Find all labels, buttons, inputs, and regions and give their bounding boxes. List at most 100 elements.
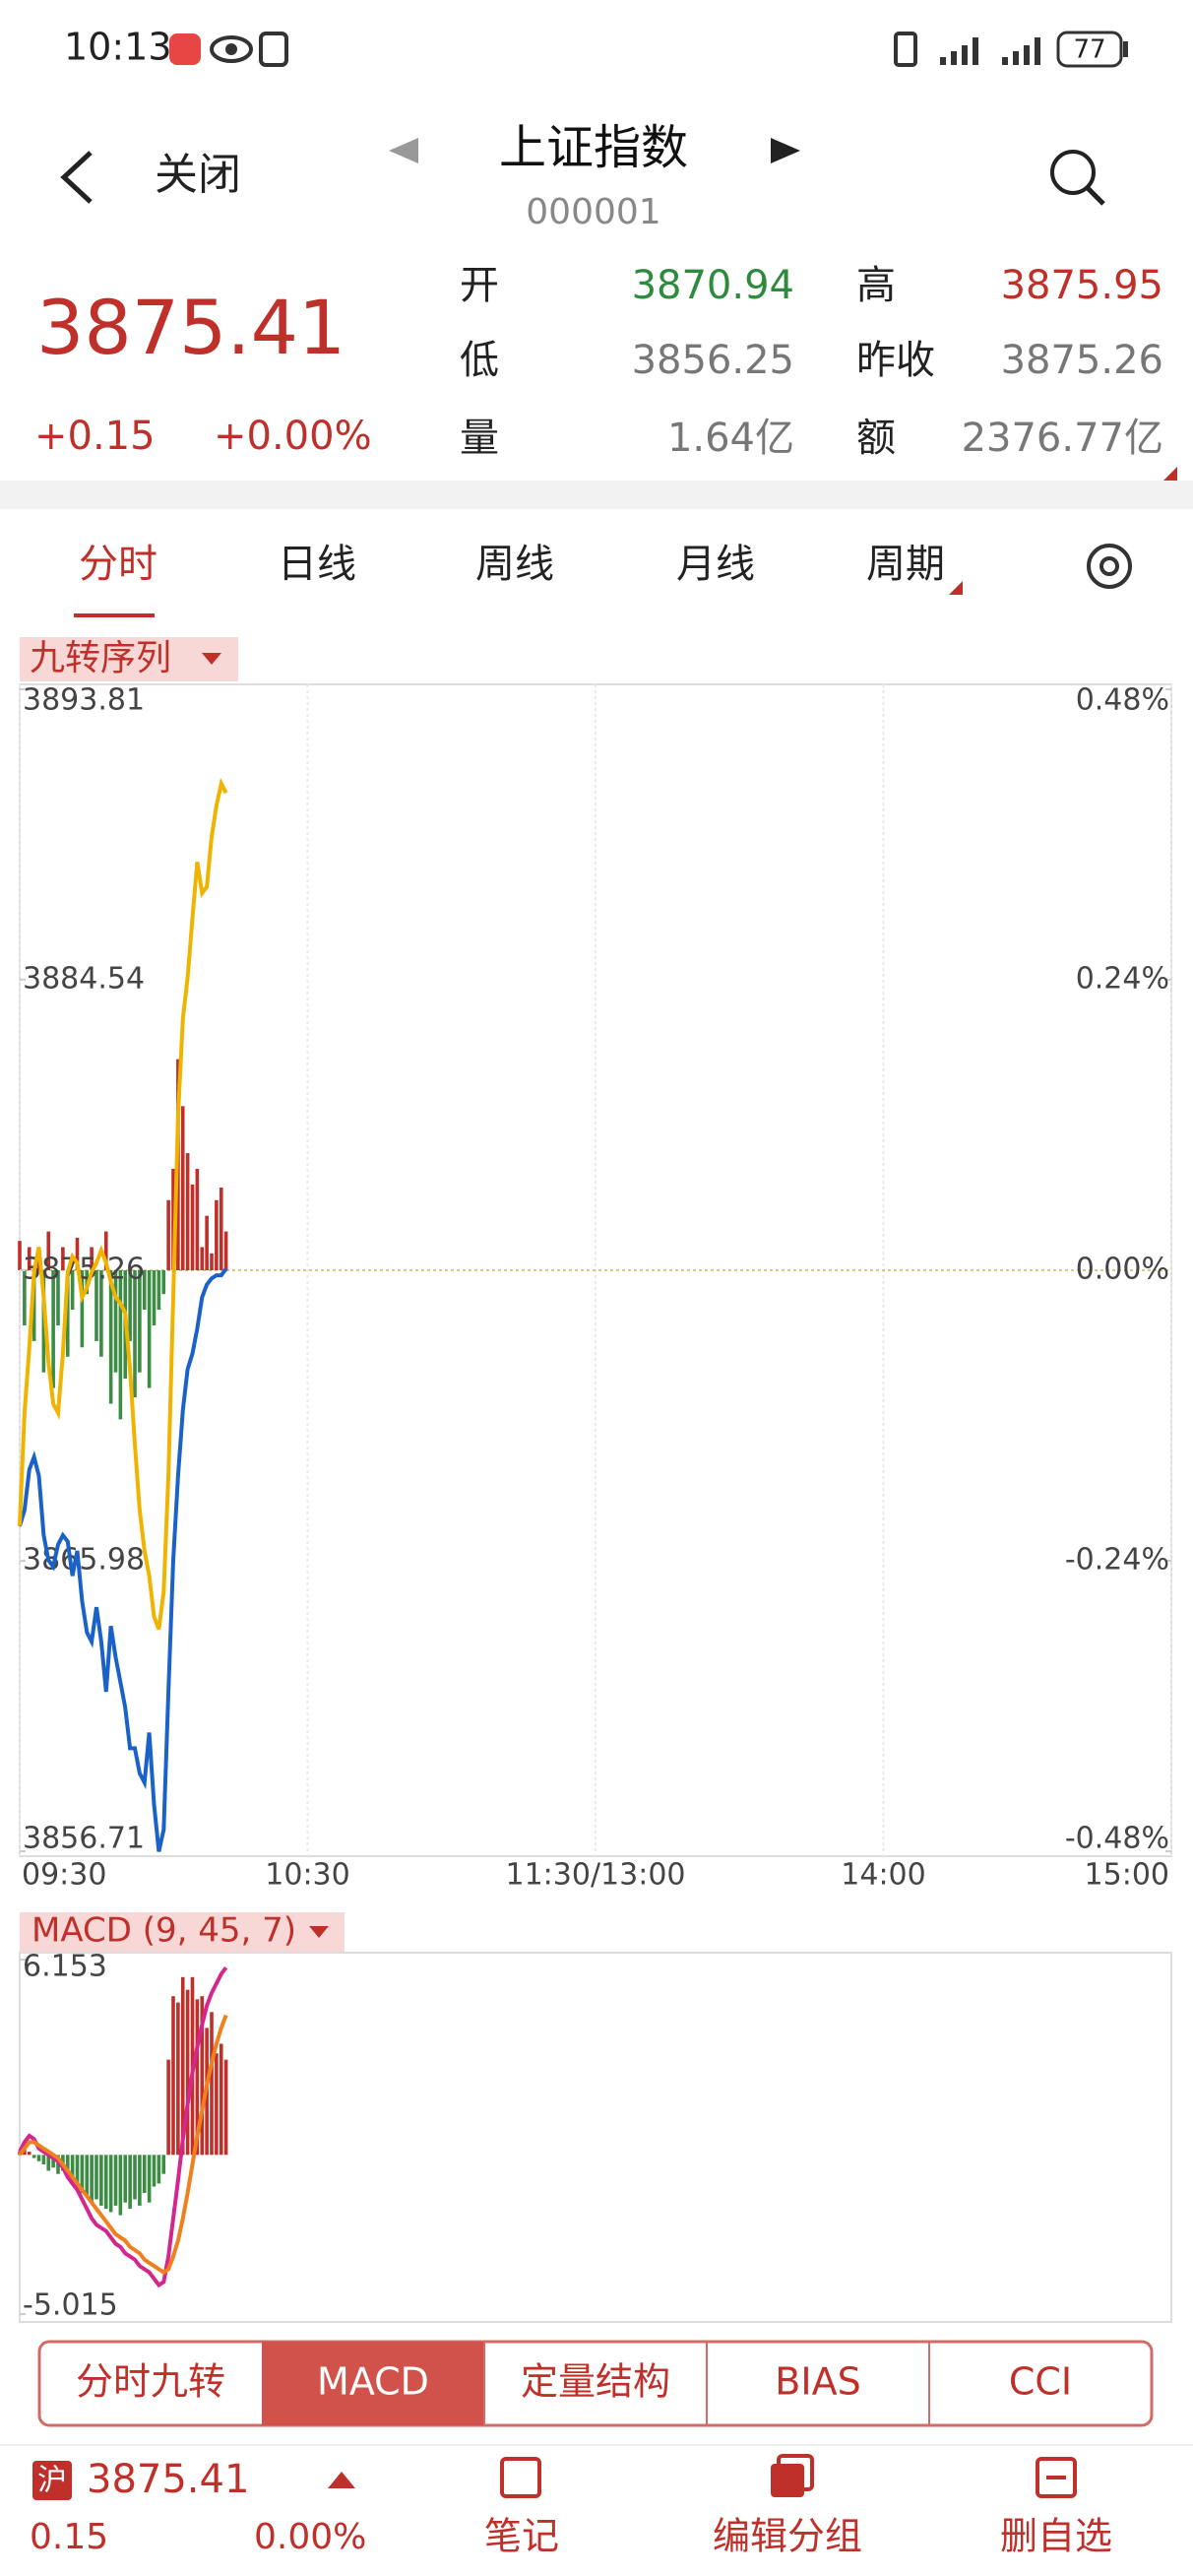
bar bbox=[142, 1270, 147, 1311]
back-icon[interactable] bbox=[60, 151, 93, 204]
bar bbox=[215, 1199, 219, 1270]
period-tab[interactable]: 周期 bbox=[866, 542, 945, 587]
field-value: 1.64亿 bbox=[667, 416, 794, 461]
battery-level: 77 bbox=[1073, 35, 1105, 65]
settings-icon[interactable] bbox=[1087, 544, 1132, 589]
period-tab[interactable]: 分时 bbox=[79, 542, 157, 587]
bar bbox=[219, 1188, 223, 1270]
bar bbox=[99, 2155, 103, 2206]
y-tick-label: -5.015 bbox=[23, 2288, 118, 2323]
field-label: 开 bbox=[460, 263, 499, 308]
indicator-tab[interactable]: MACD bbox=[317, 2360, 429, 2404]
period-tab[interactable]: 月线 bbox=[676, 542, 755, 587]
bar bbox=[152, 2155, 157, 2187]
price-change: +0.15 bbox=[34, 414, 156, 459]
bar bbox=[138, 2155, 142, 2206]
market-badge bbox=[32, 2461, 72, 2500]
bar bbox=[200, 1247, 205, 1270]
search-icon[interactable] bbox=[1050, 150, 1096, 195]
y2-tick-label: 0.00% bbox=[1076, 1253, 1169, 1287]
bar bbox=[70, 2155, 75, 2184]
bar bbox=[75, 1237, 80, 1270]
bar bbox=[61, 1247, 65, 1270]
indicator-tabs: 分时九转 MACD 定量结构 BIAS CCI bbox=[37, 2340, 1154, 2427]
bar bbox=[205, 1215, 209, 1270]
field-label: 低 bbox=[460, 338, 499, 383]
bar bbox=[210, 2012, 214, 2156]
settings-icon[interactable] bbox=[1087, 544, 1132, 589]
bar bbox=[223, 1231, 228, 1270]
bar bbox=[171, 1168, 175, 1270]
search-icon[interactable] bbox=[1086, 186, 1105, 206]
bar bbox=[23, 1270, 27, 1325]
note-icon[interactable] bbox=[500, 2457, 541, 2498]
bar bbox=[185, 1989, 190, 2156]
bar bbox=[147, 1270, 152, 1388]
period-tabs: 分时 日线 周线 月线 周期 bbox=[79, 542, 945, 587]
footer-actions: 笔记 编辑分组 删自选 bbox=[484, 2515, 1112, 2558]
group-icon[interactable] bbox=[771, 2464, 804, 2497]
bar bbox=[166, 1199, 170, 1270]
indicator-tab[interactable]: 定量结构 bbox=[521, 2360, 670, 2404]
footer-action[interactable]: 删自选 bbox=[1000, 2515, 1112, 2558]
settings-icon[interactable] bbox=[1099, 556, 1119, 576]
bar bbox=[180, 1976, 185, 2156]
indicator-tab[interactable]: CCI bbox=[1009, 2360, 1072, 2404]
group-icon[interactable] bbox=[777, 2454, 814, 2491]
bar bbox=[75, 2155, 80, 2187]
bar bbox=[118, 2155, 123, 2216]
bar bbox=[219, 2043, 223, 2156]
remove-icon[interactable] bbox=[1036, 2457, 1077, 2498]
bar bbox=[166, 2059, 170, 2156]
indicator-tab[interactable]: BIAS bbox=[775, 2360, 860, 2404]
field-label: 昨收 bbox=[856, 338, 935, 383]
bar bbox=[133, 1270, 137, 1398]
status-icon bbox=[225, 43, 237, 55]
bar bbox=[161, 1270, 166, 1295]
status-icon bbox=[210, 35, 253, 63]
bar bbox=[190, 1184, 195, 1270]
footer-action[interactable]: 笔记 bbox=[484, 2515, 559, 2558]
footer-action[interactable]: 编辑分组 bbox=[713, 2515, 862, 2558]
bar bbox=[223, 2059, 228, 2156]
period-tab[interactable]: 日线 bbox=[278, 542, 356, 587]
bar bbox=[176, 2002, 180, 2156]
expand-corner[interactable] bbox=[1163, 467, 1177, 481]
up-arrow bbox=[328, 2472, 355, 2488]
bar bbox=[18, 1241, 22, 1270]
quote-fields: 开 3870.94 高 3875.95 低 3856.25 昨收 3875.26 量 1.64亿 额… bbox=[460, 263, 1163, 461]
status-time: 10:13 bbox=[64, 26, 172, 69]
indicator-selector[interactable] bbox=[20, 637, 238, 681]
bar bbox=[133, 2155, 137, 2200]
field-value: 3870.94 bbox=[632, 263, 794, 308]
bar bbox=[118, 1270, 123, 1420]
prev-arrow[interactable] bbox=[389, 138, 418, 163]
next-arrow[interactable] bbox=[771, 138, 800, 163]
bar bbox=[80, 2155, 85, 2194]
bar bbox=[27, 2152, 31, 2156]
separator bbox=[0, 481, 1193, 509]
bar bbox=[103, 2155, 108, 2210]
field-value: 2376.77亿 bbox=[962, 416, 1163, 461]
dropdown-arrow[interactable] bbox=[202, 653, 221, 665]
status-icon bbox=[259, 32, 288, 67]
bar bbox=[94, 2155, 98, 2200]
close-button[interactable]: 关闭 bbox=[155, 150, 241, 200]
tab-active bbox=[262, 2342, 484, 2425]
index-title: 上证指数 bbox=[499, 120, 688, 175]
bar bbox=[27, 1247, 31, 1270]
x-tick-label: 11:30/13:00 bbox=[505, 1858, 685, 1893]
bar bbox=[94, 1270, 98, 1341]
period-tab[interactable]: 周线 bbox=[475, 542, 554, 587]
bar bbox=[31, 2155, 36, 2158]
macd-title[interactable]: MACD (9, 45, 7) bbox=[31, 1911, 296, 1951]
indicator-tab[interactable]: 分时九转 bbox=[76, 2360, 225, 2404]
bar bbox=[103, 1231, 108, 1270]
indicator-selector[interactable] bbox=[20, 1912, 345, 1952]
bar bbox=[185, 1153, 190, 1270]
field-value: 3875.26 bbox=[1001, 338, 1163, 383]
battery-tip bbox=[1123, 41, 1128, 57]
indicator-label[interactable]: 九转序列 bbox=[30, 638, 171, 678]
market-badge-text: 沪 bbox=[37, 2464, 67, 2498]
dropdown-arrow[interactable] bbox=[309, 1926, 329, 1938]
